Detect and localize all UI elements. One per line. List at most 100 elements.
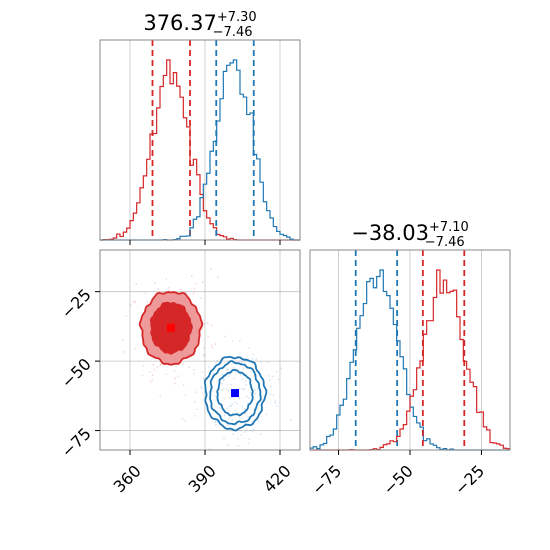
contour-point-blue xyxy=(254,389,256,392)
contour-point-blue xyxy=(214,424,217,426)
contour-point-red xyxy=(165,278,168,280)
contour-point-blue xyxy=(226,383,229,386)
histogram-x-grid xyxy=(129,40,281,240)
contour-point-blue xyxy=(246,395,248,398)
contour-point-red xyxy=(156,365,159,368)
contour-ytick-label-2: −75 xyxy=(58,424,95,461)
contour-point-blue xyxy=(237,438,239,440)
contour-point-red xyxy=(200,297,202,299)
contour-point-blue xyxy=(254,392,257,395)
contour-point-blue xyxy=(277,378,280,381)
histogram-y-title-value: −38.03 xyxy=(351,221,429,245)
contour-point-red xyxy=(181,362,184,365)
contour-point-blue xyxy=(193,414,196,417)
contour-point-blue xyxy=(275,370,278,373)
contour-ytick-label-0: −25 xyxy=(58,285,95,322)
contour-point-red xyxy=(152,363,155,366)
contour-point-red xyxy=(193,287,196,290)
contour-point-red xyxy=(217,276,220,279)
contour-point-blue xyxy=(242,388,245,391)
contour-point-blue xyxy=(239,373,242,376)
contour-point-red xyxy=(167,286,170,289)
contour-point-red xyxy=(141,374,144,377)
contour-point-red xyxy=(192,292,195,295)
contour-point-blue xyxy=(290,419,292,421)
contour-point-blue xyxy=(243,387,246,390)
contour-point-blue xyxy=(231,418,234,421)
contour-point-red xyxy=(133,300,135,303)
contour-point-blue xyxy=(240,360,243,363)
contour-point-blue xyxy=(215,399,218,402)
contour-point-red xyxy=(135,283,138,286)
contour-point-red xyxy=(207,336,210,339)
contour-point-red xyxy=(224,335,226,338)
contour-point-red xyxy=(153,368,156,371)
contour-point-red xyxy=(125,315,128,317)
contour-point-red xyxy=(149,371,152,374)
histogram-x-title: 376.37+7.30 −7.46 xyxy=(143,10,256,40)
contour-point-red xyxy=(165,373,168,376)
contour-point-red xyxy=(168,289,171,292)
contour-point-blue xyxy=(270,385,272,388)
contour-point-red xyxy=(149,381,152,384)
contour-point-blue xyxy=(227,375,230,378)
contour-point-blue xyxy=(243,407,246,410)
contour-point-blue xyxy=(214,420,217,423)
contour-point-blue xyxy=(240,417,243,420)
hist-y-xtick-label-0: −75 xyxy=(308,461,345,498)
contour-point-red xyxy=(201,328,203,331)
contour-marker-blue xyxy=(231,389,239,398)
hist-y-xtick-label-2: −25 xyxy=(451,461,488,498)
contour-point-blue xyxy=(229,397,231,400)
contour-point-blue xyxy=(184,419,187,422)
contour-point-blue xyxy=(218,407,221,409)
contour-point-red xyxy=(159,364,162,366)
contour-point-red xyxy=(202,377,205,380)
contour-point-blue xyxy=(240,387,243,390)
contour-point-blue xyxy=(256,387,259,390)
contour-point-blue xyxy=(211,390,214,393)
contour-point-blue xyxy=(255,358,258,360)
contour-point-red xyxy=(195,282,198,285)
contour-point-blue xyxy=(244,412,247,415)
histogram-x-ticks xyxy=(129,240,281,245)
contour-point-blue xyxy=(280,367,283,370)
contour-point-blue xyxy=(232,433,235,436)
contour-point-blue xyxy=(233,377,236,380)
contour-point-blue xyxy=(267,361,270,364)
contour-point-red xyxy=(134,347,137,350)
histogram-x-title-value: 376.37 xyxy=(143,11,216,35)
contour-point-blue xyxy=(251,430,254,433)
contour-blue-level-0 xyxy=(203,355,268,432)
contour-point-red xyxy=(121,339,124,342)
contour-point-blue xyxy=(226,444,229,447)
contour-xtick-label-0: 360 xyxy=(110,461,145,496)
contour-point-red xyxy=(214,343,217,346)
contour-point-blue xyxy=(230,384,233,386)
contour-point-blue xyxy=(242,367,245,370)
contour-point-blue xyxy=(221,382,223,385)
contour-point-blue xyxy=(222,388,225,390)
contour-blue-level-2 xyxy=(216,368,254,417)
contour-point-blue xyxy=(257,420,260,423)
contour-point-blue xyxy=(252,428,255,431)
contour-point-blue xyxy=(201,370,204,373)
contour-point-red xyxy=(173,382,176,385)
contour-point-blue xyxy=(244,422,247,425)
contour-point-blue xyxy=(225,388,228,391)
contour-xtick-label-1: 390 xyxy=(185,461,220,496)
contour-point-blue xyxy=(271,375,274,378)
contour-point-red xyxy=(160,363,162,366)
contour-ytick-label-1: −50 xyxy=(58,355,95,392)
contour-point-red xyxy=(188,366,190,369)
contour-point-blue xyxy=(221,373,224,376)
contour-point-red xyxy=(151,374,154,377)
contour-point-red xyxy=(210,324,213,327)
contour-point-blue xyxy=(209,385,211,388)
contour-point-red xyxy=(142,364,145,367)
contour-point-blue xyxy=(228,373,231,376)
contour-point-blue xyxy=(247,415,249,418)
contour-marker-red xyxy=(167,323,175,332)
contour-point-blue xyxy=(230,405,233,407)
contour-point-blue xyxy=(238,416,241,418)
